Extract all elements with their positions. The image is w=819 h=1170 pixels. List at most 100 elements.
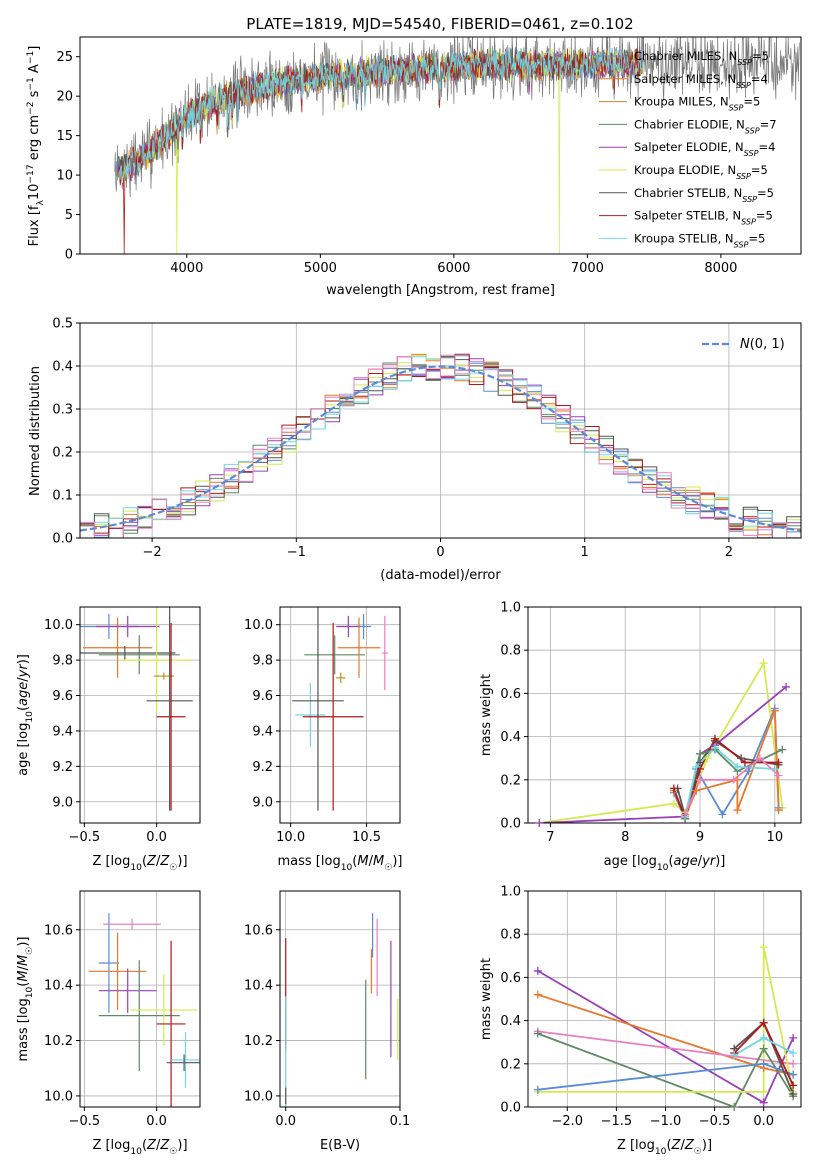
legend-text: Chabrier ELODIE, N [634, 117, 745, 131]
x-tick-label: 0.0 [275, 1114, 296, 1129]
label-part: ( [16, 706, 31, 711]
label-part: yr [701, 854, 717, 869]
errorbar-point-salpeter-miles [337, 617, 381, 678]
errorbar-point-salpeter-miles [88, 932, 147, 1011]
errorbar-point-chabrier-elodie [304, 635, 366, 675]
errorbar-point-salpeter-elodie [98, 968, 157, 1013]
label-part: 10 [25, 711, 35, 723]
x-tick-label: −2 [143, 545, 162, 560]
legend-tail: =4 [751, 72, 768, 86]
legend-text: Chabrier STELIB, N [634, 186, 742, 200]
weight-marker-salpeter-elodie [782, 682, 791, 691]
errorbar-point-extra [103, 918, 161, 930]
label-part: −1 [26, 51, 36, 64]
weight-marker-kroupa-elodie [669, 799, 678, 808]
y-axis-label: mass weight [479, 674, 494, 756]
legend-sub: SSP [736, 80, 751, 89]
legend-tail: =5 [751, 163, 768, 177]
weight-marker-chabrier-miles [789, 1070, 798, 1079]
weight-marker-kroupa-stelib [759, 1033, 768, 1042]
label-part: N [740, 337, 750, 352]
legend-sub: SSP [736, 172, 751, 181]
weight-marker-chabrier-miles [718, 810, 727, 819]
weight-marker-salpeter-stelib [789, 1081, 798, 1090]
label-part: −2 [26, 102, 36, 115]
axes-frame [279, 606, 401, 824]
spectrum-panel: 4000 5000 6000 7000 8000 0 5 10 15 20 25 Chabrier M… [26, 36, 802, 298]
weight-marker-kroupa-stelib [733, 762, 742, 771]
weight-marker-salpeter-miles [770, 706, 779, 715]
weight-marker-kroupa-stelib [770, 765, 779, 773]
weight-marker-salpeter-elodie [759, 1098, 768, 1107]
legend-sub: SSP [734, 240, 749, 249]
figure-title: PLATE=1819, MJD=54540, FIBERID=0461, z=0… [246, 15, 633, 33]
mass-vs-reddening-panel: 0.0 0.1 10.0 10.2 10.4 10.6 E(B-V) [244, 890, 411, 1153]
legend-tail: =7 [760, 117, 777, 131]
label-part: (0, 1) [750, 337, 785, 352]
legend-text: Salpeter MILES, N [634, 72, 736, 86]
weight-marker-chabrier-stelib [789, 1090, 798, 1099]
x-tick-label: −0.5 [699, 1114, 731, 1129]
weight-marker-salpeter-miles [774, 806, 783, 815]
label-part: M [373, 854, 384, 869]
label-part: 10 [25, 987, 35, 999]
weight-marker-extra [729, 775, 738, 784]
y-tick-label: 0.0 [500, 1101, 521, 1116]
legend-text: Chabrier MILES, N [634, 49, 737, 63]
label-part: s [27, 90, 42, 101]
y-tick-label: 0.0 [500, 817, 521, 832]
legend-tail: =4 [758, 140, 775, 154]
label-part: 10 [657, 863, 669, 873]
legend-sub: SSP [745, 126, 760, 135]
y-tick-label: 0.4 [500, 1014, 521, 1029]
axes-frame [527, 606, 802, 824]
label-part: ( [16, 982, 31, 987]
errorbar-point-chabrier-miles [98, 913, 120, 1013]
legend-sub: SSP [742, 194, 757, 203]
legend-label-chabrier-elodie: Chabrier ELODIE, NSSP=7 [634, 117, 777, 135]
y-tick-label: 9.2 [52, 760, 73, 775]
y-tick-label: 10.2 [244, 1034, 273, 1049]
x-tick-label: 0.1 [390, 1114, 411, 1129]
weight-line-extra [537, 1030, 794, 1065]
x-tick-label: −1.0 [650, 1114, 682, 1129]
histogram-extra [80, 354, 801, 538]
x-tick-label: 2 [725, 545, 733, 560]
label-part: / [680, 1138, 685, 1153]
x-axis-label: Z [log10(Z/Z☉)] [617, 1138, 712, 1157]
x-tick-label: 10.5 [352, 830, 381, 845]
x-axis-label: mass [log10(M/M☉)] [278, 854, 403, 873]
y-tick-label: 10.2 [44, 1034, 73, 1049]
plot-area [292, 607, 388, 811]
errorbar-point-chabrier-stelib [80, 645, 176, 661]
weight-marker-extra [789, 1059, 798, 1068]
label-part: mass [log [16, 998, 31, 1061]
gridlines [528, 606, 801, 824]
errorbar-point-kroupa-elodie [130, 974, 198, 1047]
x-tick-label: 6000 [437, 261, 470, 276]
x-tick-label: −0.5 [69, 830, 101, 845]
weight-marker-salpeter-stelib [740, 758, 749, 767]
y-tick-label: 1.0 [500, 601, 521, 616]
legend-sub: SSP [744, 149, 759, 158]
label-part: mass [log [278, 854, 341, 869]
x-tick-label: −1.5 [601, 1114, 633, 1129]
label-part: age [16, 682, 31, 706]
residuals-panel: −2 −1 0 1 2 0.0 0.1 0.2 0.3 0.4 0.5 N(0, 1) (data-mo… [28, 317, 802, 583]
y-tick-label: 0.3 [52, 403, 73, 418]
label-part: )] [177, 1138, 187, 1153]
x-axis-label: Z [log10(Z/Z☉)] [92, 1138, 187, 1157]
y-tick-label: 9.8 [252, 654, 273, 669]
x-tick-label: 8 [621, 830, 629, 845]
weight-marker-extra [774, 771, 783, 780]
y-tick-label: 0 [65, 248, 73, 263]
weight-line-salpeter-elodie [539, 686, 787, 823]
y-tick-label: 10 [56, 169, 73, 184]
x-axis-label: age [log10(age/yr)] [604, 854, 726, 873]
y-tick-label: 10.0 [44, 618, 73, 633]
label-part: Z [159, 854, 170, 869]
label-part: ( [142, 1138, 147, 1153]
legend-label-chabrier-stelib: Chabrier STELIB, NSSP=5 [634, 186, 774, 204]
y-tick-label: 5 [65, 208, 73, 223]
